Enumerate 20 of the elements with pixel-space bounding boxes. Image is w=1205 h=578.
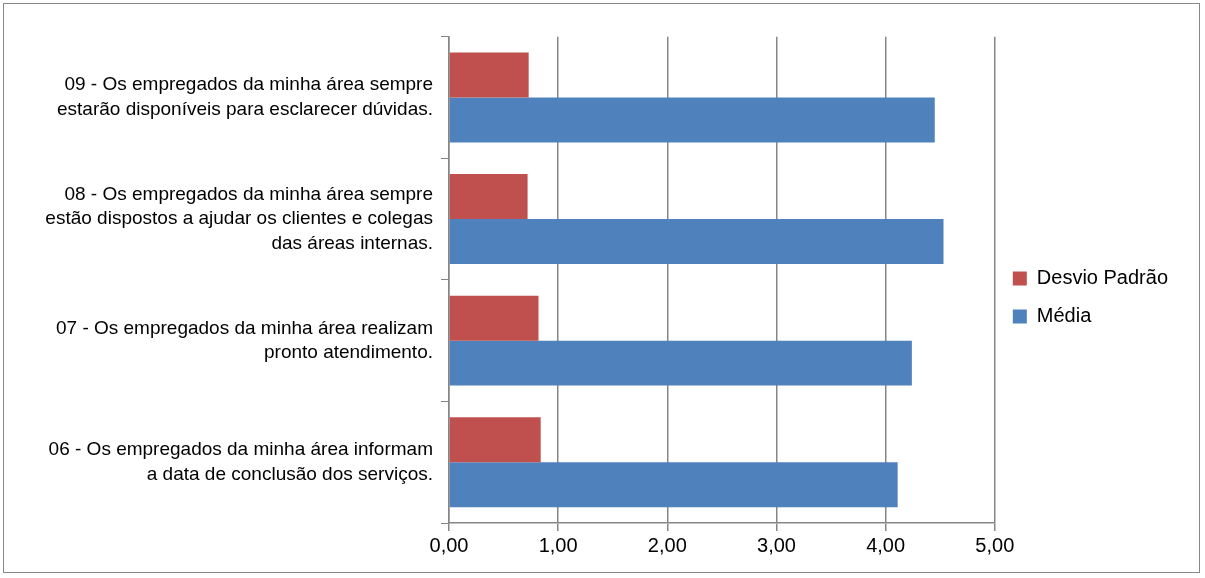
x-tick-label: 1,00 bbox=[538, 533, 578, 556]
bar bbox=[449, 295, 539, 341]
bar bbox=[449, 462, 898, 508]
bar bbox=[449, 174, 528, 220]
x-tick-label: 2,00 bbox=[647, 533, 687, 556]
bar bbox=[449, 97, 935, 143]
legend-label: Desvio Padrão bbox=[1036, 266, 1169, 289]
x-tick-label: 5,00 bbox=[975, 533, 1015, 556]
y-tick-label: 07 - Os empregados da minha área realizam pronto atendimento. bbox=[55, 316, 433, 363]
y-tick-label: 08 - Os empregados da minha área sempre estão dispostos a ajudar os clientes e colegas das áreas internas. bbox=[45, 182, 433, 253]
bar bbox=[449, 417, 541, 463]
x-tick-label: 3,00 bbox=[757, 533, 796, 556]
bar bbox=[449, 219, 944, 265]
y-tick-label: 06 - Os empregados da minha área informam a data de conclusão dos serviços. bbox=[48, 438, 433, 484]
x-tick-label: 4,00 bbox=[866, 533, 906, 556]
y-tick-label: 09 - Os empregados da minha área sempre estarão disponíveis para esclarecer dúvidas. bbox=[57, 73, 433, 120]
bar bbox=[449, 52, 529, 98]
x-tick-label: 0,00 bbox=[429, 533, 469, 556]
legend-label: Média bbox=[1036, 304, 1093, 327]
bar bbox=[449, 340, 912, 386]
